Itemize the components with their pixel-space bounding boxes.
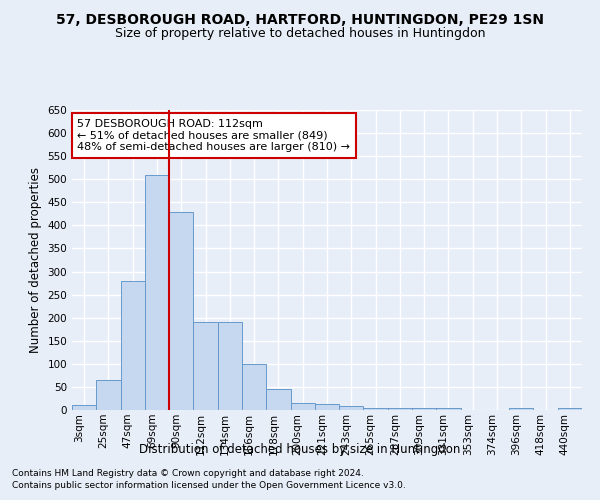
Bar — [242, 364, 266, 410]
Text: Size of property relative to detached houses in Huntingdon: Size of property relative to detached ho… — [115, 28, 485, 40]
Bar — [364, 408, 388, 410]
Bar — [339, 406, 364, 410]
Bar — [96, 380, 121, 410]
Bar — [558, 408, 582, 410]
Bar — [509, 408, 533, 410]
Bar — [315, 404, 339, 410]
Bar — [388, 408, 412, 410]
Y-axis label: Number of detached properties: Number of detached properties — [29, 167, 42, 353]
Bar — [290, 403, 315, 410]
Text: Contains public sector information licensed under the Open Government Licence v3: Contains public sector information licen… — [12, 481, 406, 490]
Bar — [412, 408, 436, 410]
Bar — [145, 174, 169, 410]
Bar — [436, 408, 461, 410]
Text: Contains HM Land Registry data © Crown copyright and database right 2024.: Contains HM Land Registry data © Crown c… — [12, 468, 364, 477]
Bar — [266, 389, 290, 410]
Bar — [169, 212, 193, 410]
Text: 57 DESBOROUGH ROAD: 112sqm
← 51% of detached houses are smaller (849)
48% of sem: 57 DESBOROUGH ROAD: 112sqm ← 51% of deta… — [77, 119, 350, 152]
Bar — [218, 322, 242, 410]
Text: 57, DESBOROUGH ROAD, HARTFORD, HUNTINGDON, PE29 1SN: 57, DESBOROUGH ROAD, HARTFORD, HUNTINGDO… — [56, 12, 544, 26]
Bar — [72, 406, 96, 410]
Bar — [121, 281, 145, 410]
Text: Distribution of detached houses by size in Huntingdon: Distribution of detached houses by size … — [139, 442, 461, 456]
Bar — [193, 322, 218, 410]
